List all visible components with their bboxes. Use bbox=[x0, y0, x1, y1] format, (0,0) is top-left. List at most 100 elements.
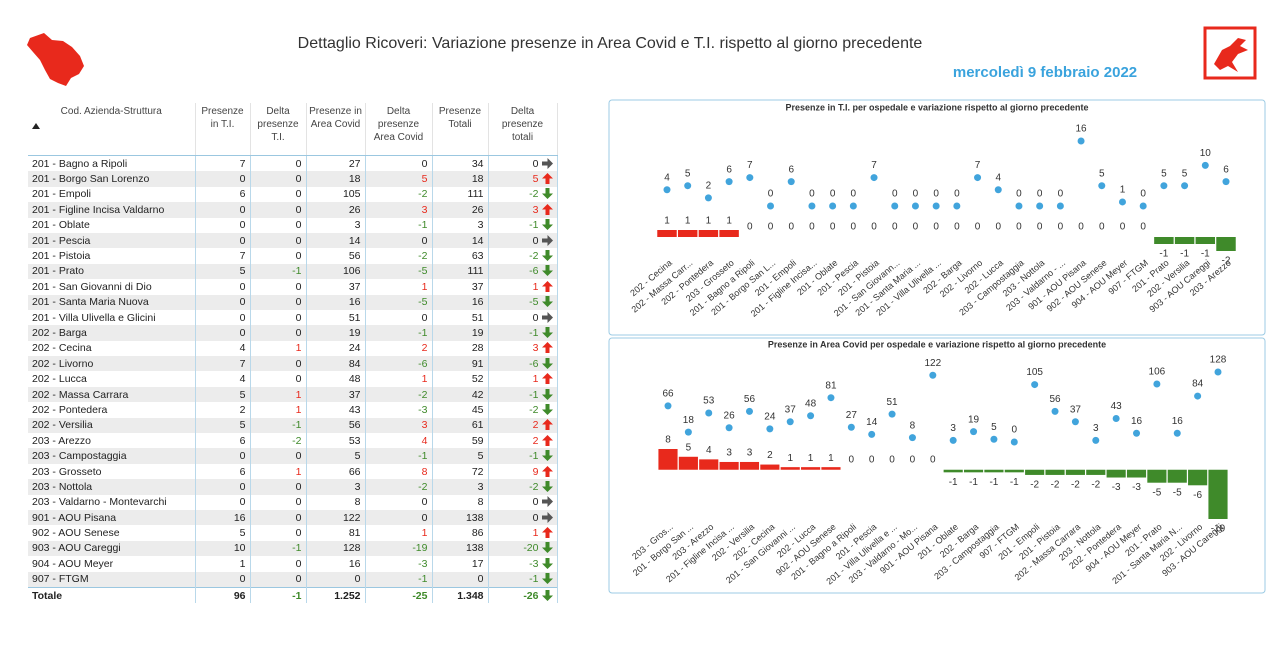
dot bbox=[953, 202, 961, 210]
dot-label: 48 bbox=[805, 398, 817, 409]
trend-arrow bbox=[541, 388, 553, 400]
table-cell: -1 bbox=[250, 417, 307, 434]
cell-text: 2 bbox=[239, 403, 246, 416]
bar-label: -1 bbox=[1159, 249, 1168, 260]
table-cell: 201 - Pistoia bbox=[28, 248, 196, 264]
dot-label: 56 bbox=[1049, 394, 1061, 405]
table-cell: -2 bbox=[488, 186, 558, 203]
bar-label: 1 bbox=[787, 453, 793, 464]
table-cell: 0 bbox=[195, 217, 251, 233]
table-cell: 3 bbox=[488, 202, 558, 218]
dot bbox=[1010, 438, 1018, 446]
cell-text: 0 bbox=[239, 296, 246, 309]
cell-text: -2 bbox=[292, 434, 302, 447]
dot-label: 122 bbox=[924, 358, 941, 369]
dot bbox=[705, 409, 713, 417]
table-row: 203 - Campostaggia 0 0 5 -1 5 -1 bbox=[28, 448, 558, 464]
dot bbox=[1201, 161, 1209, 169]
cell-text: 8 bbox=[421, 465, 428, 478]
table-cell: 26 bbox=[432, 202, 489, 218]
table-cell: -1 bbox=[488, 386, 558, 403]
bar bbox=[821, 467, 841, 470]
table-cell: 0 bbox=[250, 509, 307, 526]
dot-label: 0 bbox=[1012, 425, 1018, 436]
table-cell: 2 bbox=[488, 417, 558, 434]
column-header: Presenze Totali bbox=[432, 103, 489, 156]
date: mercoledì 9 febbraio 2022 bbox=[953, 64, 1137, 81]
table-cell: -26 bbox=[488, 586, 558, 604]
cell-text: 8 bbox=[477, 496, 484, 509]
dot-label: 2 bbox=[706, 181, 712, 192]
bar-label: 0 bbox=[768, 222, 774, 233]
cell-text: 0 bbox=[295, 250, 302, 263]
bar-label: 0 bbox=[913, 222, 919, 233]
cell-text: 16 bbox=[233, 511, 246, 524]
cell-text: -1 bbox=[529, 326, 539, 339]
table-cell: 201 - Bagno a Ripoli bbox=[28, 155, 196, 172]
table-cell: 6 bbox=[195, 433, 251, 449]
trend-arrow bbox=[541, 311, 553, 323]
bar-label: 5 bbox=[686, 442, 692, 453]
sort-icon[interactable] bbox=[32, 122, 40, 130]
dot-label: 53 bbox=[703, 396, 715, 407]
dot-label: 0 bbox=[809, 189, 815, 200]
dot-label: 5 bbox=[685, 168, 691, 179]
cell-text: 201 - Prato bbox=[32, 265, 84, 278]
cell-text: 202 - Massa Carrara bbox=[32, 388, 129, 401]
cell-text: 45 bbox=[471, 403, 484, 416]
column-header: Delta presenze totali bbox=[488, 103, 558, 156]
dot bbox=[786, 418, 794, 426]
cell-text: 201 - Pescia bbox=[32, 234, 91, 247]
bar bbox=[984, 469, 1004, 473]
table-cell: -1 bbox=[365, 325, 433, 341]
cell-text: -6 bbox=[418, 357, 428, 370]
table-cell: 51 bbox=[306, 309, 366, 326]
table-cell: 1 bbox=[195, 556, 251, 572]
trend-arrow bbox=[541, 511, 553, 523]
trend-arrow bbox=[541, 573, 553, 585]
dot bbox=[1214, 368, 1222, 376]
table-cell: -1 bbox=[488, 325, 558, 341]
arrow-shape bbox=[541, 250, 553, 262]
arrow-shape bbox=[541, 203, 553, 215]
cell-text: 0 bbox=[295, 326, 302, 339]
cell-text: -1 bbox=[292, 542, 302, 555]
table-cell: -3 bbox=[365, 556, 433, 572]
arrow-shape bbox=[541, 403, 553, 415]
dot-label: 105 bbox=[1026, 367, 1043, 378]
dot-label: 3 bbox=[1093, 423, 1099, 434]
table-cell: 0 bbox=[250, 217, 307, 233]
table-cell: 7 bbox=[195, 356, 251, 372]
cell-text: 5 bbox=[239, 388, 246, 401]
table-cell: 203 - Campostaggia bbox=[28, 448, 196, 464]
dot-label: 16 bbox=[1076, 124, 1088, 135]
cell-text: 0 bbox=[295, 173, 302, 186]
table-row: 201 - Figline Incisa Valdarno 0 0 26 3 26 3 bbox=[28, 202, 558, 218]
table-cell: 0 bbox=[365, 494, 433, 510]
table-cell: 8 bbox=[432, 494, 489, 510]
table-cell: 16 bbox=[306, 294, 366, 310]
table-cell: 902 - AOU Senese bbox=[28, 525, 196, 541]
table-cell: 51 bbox=[432, 309, 489, 326]
table-cell: 7 bbox=[195, 248, 251, 264]
cell-text: 111 bbox=[467, 188, 484, 201]
cell-text: 5 bbox=[239, 419, 246, 432]
table-cell: 5 bbox=[365, 171, 433, 187]
cell-text: 203 - Campostaggia bbox=[32, 450, 127, 463]
cell-text: -1 bbox=[418, 450, 428, 463]
table-cell: 138 bbox=[432, 540, 489, 557]
table-cell: -3 bbox=[365, 402, 433, 418]
bar-label: -5 bbox=[1173, 487, 1182, 498]
dot bbox=[1092, 436, 1100, 444]
arrow-shape bbox=[541, 357, 553, 369]
dot-label: 0 bbox=[1140, 189, 1146, 200]
cell-text: -6 bbox=[529, 357, 539, 370]
table-cell: -2 bbox=[365, 386, 433, 403]
cell-text: 5 bbox=[477, 450, 484, 463]
bar-label: -1 bbox=[1201, 249, 1210, 260]
table-cell: -1 bbox=[250, 263, 307, 280]
cell-text: 0 bbox=[295, 496, 302, 509]
bar-label: 0 bbox=[889, 454, 895, 465]
cell-text: 0 bbox=[295, 234, 302, 247]
cell-text: 16 bbox=[471, 296, 484, 309]
